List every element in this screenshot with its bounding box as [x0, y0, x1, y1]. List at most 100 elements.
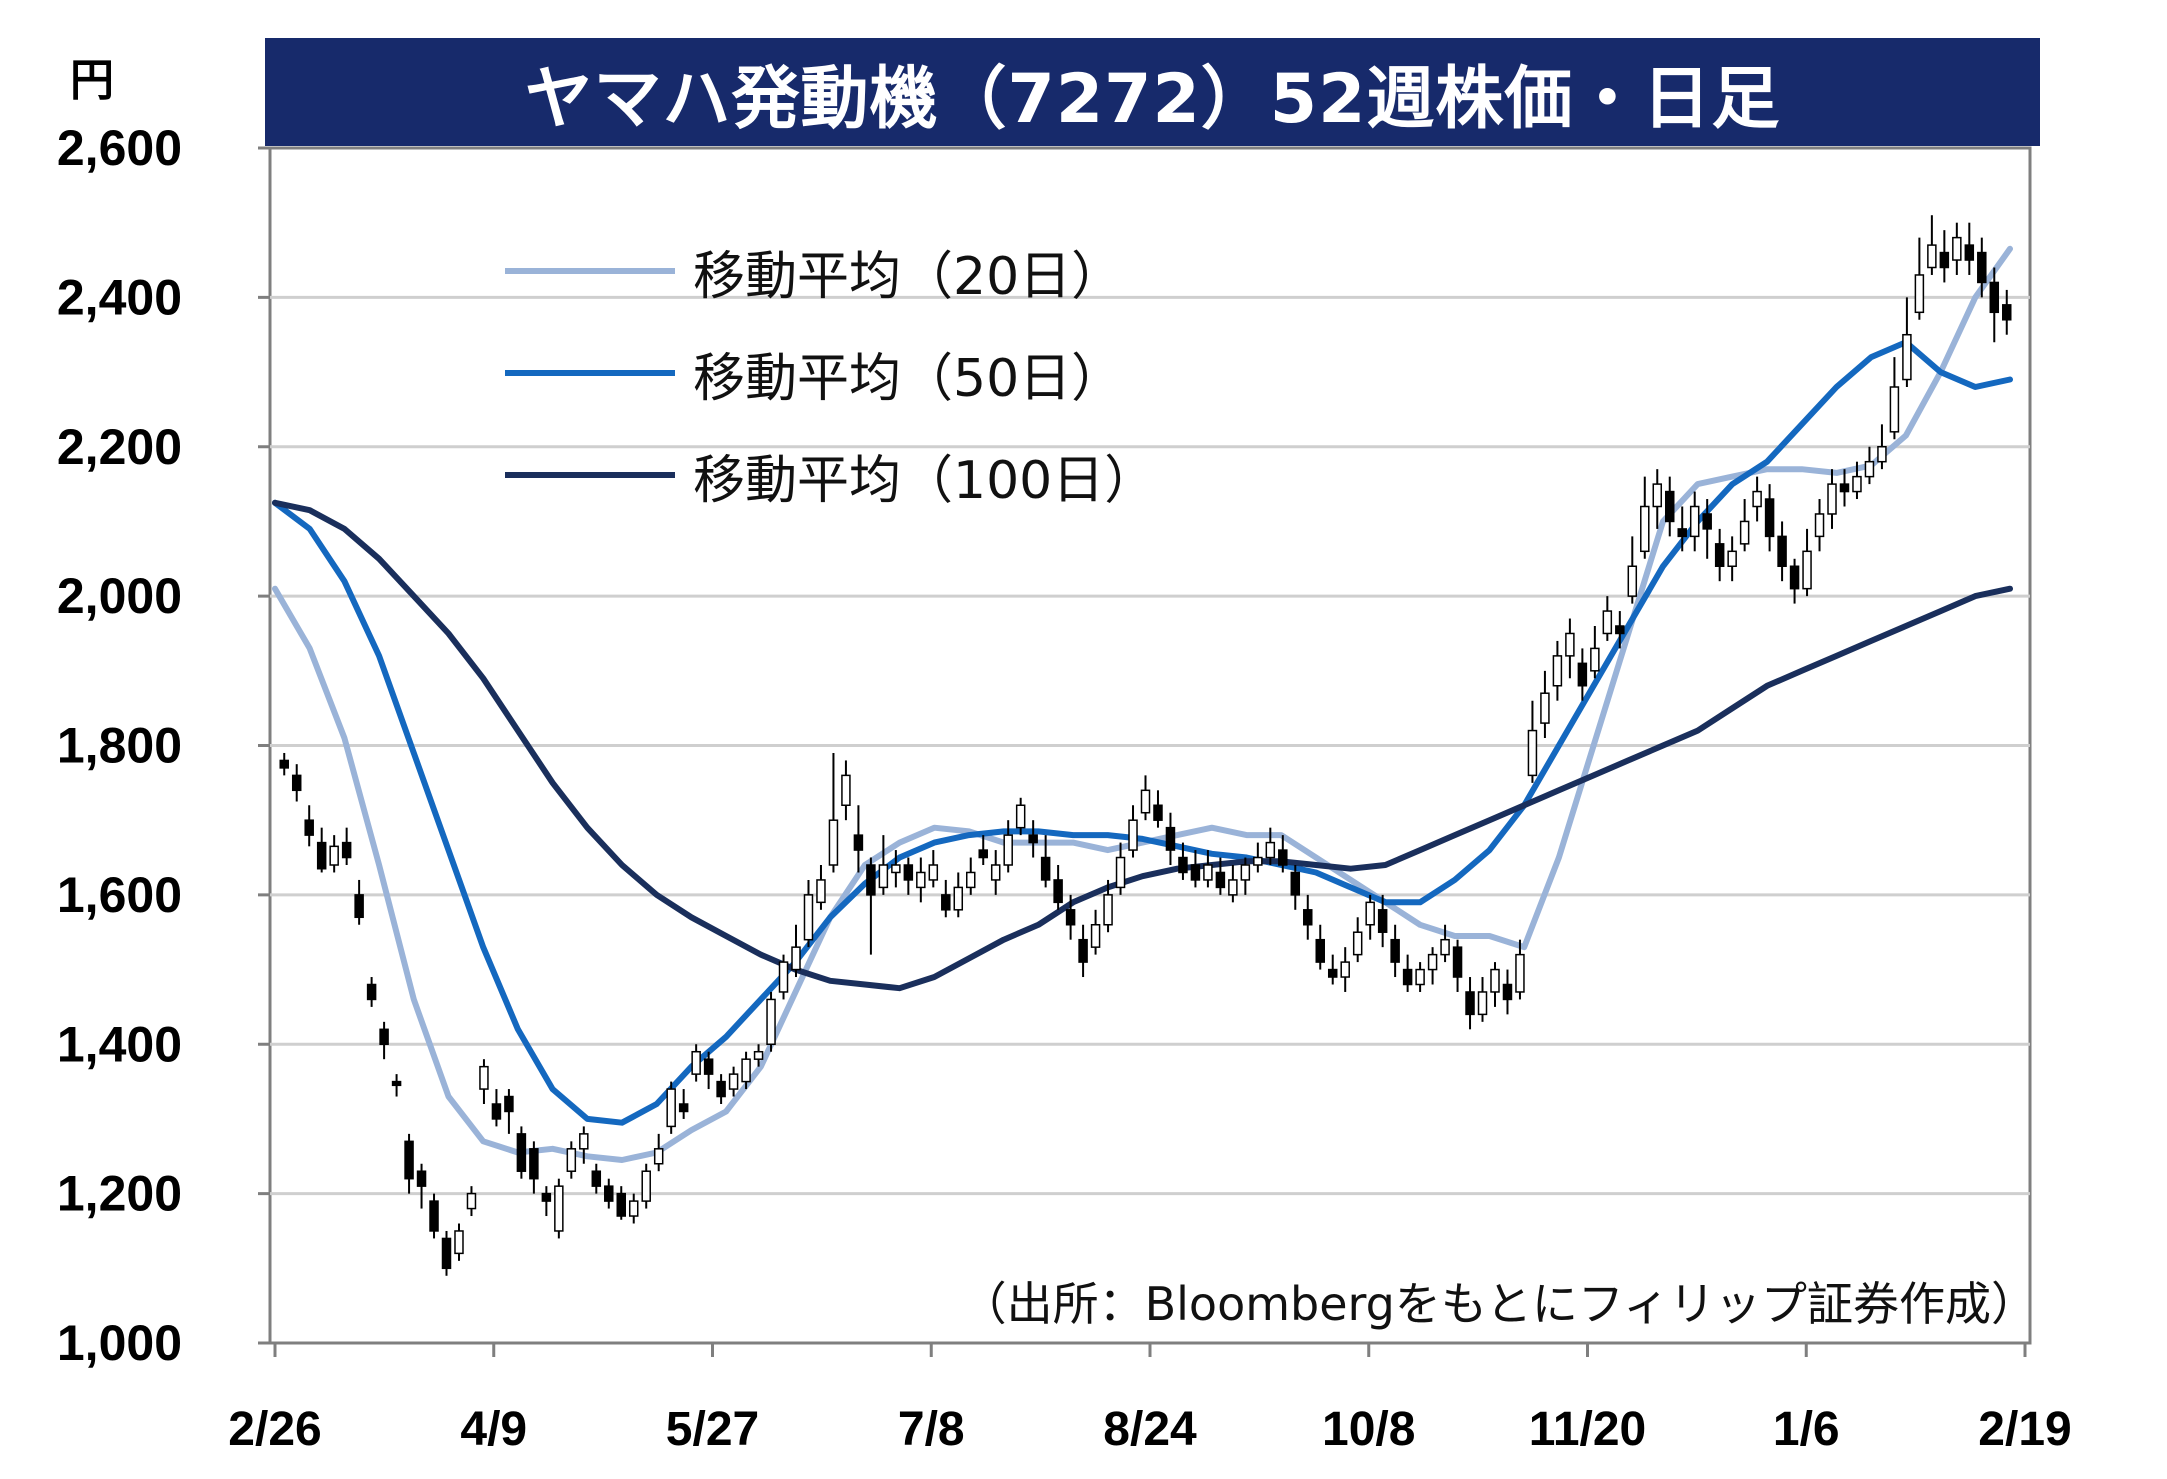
candle-body	[791, 946, 801, 971]
x-tick-label: 8/24	[1103, 1403, 1197, 1456]
candle-body	[1552, 655, 1563, 687]
y-tick-label: 2,200	[57, 419, 182, 475]
candle-body	[716, 1080, 726, 1098]
candle-body	[703, 1058, 714, 1075]
candle-body	[1640, 505, 1650, 553]
candle-body	[1839, 483, 1850, 493]
candle-body	[1303, 909, 1313, 926]
candle-body	[1777, 535, 1787, 567]
candle-body	[1128, 819, 1138, 851]
candle-body	[1652, 483, 1663, 508]
candle-body	[1477, 991, 1488, 1016]
candle-body	[1515, 953, 1525, 993]
candle-body	[1390, 938, 1400, 963]
candle-body	[1278, 849, 1288, 866]
candle-body	[641, 1170, 651, 1202]
candle-body	[1028, 834, 1038, 844]
candle-body	[1253, 856, 1263, 866]
y-tick-label: 1,600	[57, 867, 182, 923]
candle-body	[953, 886, 964, 911]
y-unit-label: 円	[70, 55, 114, 106]
candle-body	[541, 1192, 552, 1202]
x-tick-label: 2/19	[1978, 1403, 2071, 1456]
candle-body	[1153, 804, 1163, 821]
x-tick-label: 10/8	[1322, 1403, 1415, 1456]
legend-item-ma50: 移動平均（50日）	[505, 322, 1156, 424]
candle-body	[941, 894, 951, 911]
source-note: （出所：Bloombergをもとにフィリップ証券作成）	[960, 1277, 2037, 1331]
candle-body	[966, 871, 976, 889]
candle-body	[1115, 856, 1126, 889]
candle-body	[1727, 550, 1737, 567]
candle-body	[1752, 490, 1762, 508]
candle-body	[1040, 856, 1051, 881]
candle-body	[628, 1200, 639, 1217]
candle-body	[1864, 460, 1875, 478]
candle-body	[1190, 864, 1201, 881]
candle-body	[1103, 894, 1113, 926]
candle-body	[1465, 991, 1475, 1016]
x-tick-label: 5/27	[666, 1403, 759, 1456]
candle-body	[566, 1148, 577, 1172]
candle-body	[1914, 274, 1925, 314]
candle-body	[1065, 909, 1076, 926]
candle-body	[1952, 236, 1962, 261]
candle-body	[1365, 901, 1375, 926]
candle-body	[828, 819, 839, 866]
candle-body	[466, 1192, 477, 1210]
candle-body	[1877, 446, 1887, 463]
candle-body	[391, 1080, 402, 1087]
legend-swatch-ma100	[505, 472, 675, 478]
candle-body	[1739, 520, 1750, 545]
candle-body	[1577, 662, 1588, 687]
candle-body	[1440, 938, 1450, 956]
candle-body	[1352, 931, 1363, 956]
candle-body	[1415, 968, 1425, 986]
legend-label-ma20: 移動平均（20日）	[693, 246, 1124, 307]
x-tick-label: 7/8	[898, 1403, 965, 1456]
y-tick-label: 2,000	[57, 568, 182, 624]
candle-body	[691, 1050, 701, 1075]
y-tick-label: 1,000	[57, 1315, 182, 1371]
candle-body	[853, 834, 864, 851]
ma20-line	[272, 245, 2013, 1163]
candle-body	[479, 1065, 489, 1090]
candle-body	[1902, 333, 1912, 381]
legend-swatch-ma20	[505, 268, 675, 274]
candle-body	[1078, 938, 1088, 963]
candle-body	[903, 864, 914, 881]
candle-body	[504, 1095, 514, 1113]
candle-body	[1178, 856, 1188, 874]
candle-body	[591, 1170, 602, 1187]
candle-body	[653, 1148, 664, 1165]
candle-body	[1015, 804, 1026, 829]
legend-label-ma100: 移動平均（100日）	[693, 450, 1157, 511]
legend-swatch-ma50	[505, 370, 675, 376]
candle-body	[604, 1185, 614, 1202]
candle-body	[878, 864, 889, 889]
candle-body	[1165, 826, 1176, 851]
candle-body	[1402, 968, 1413, 986]
candle-body	[1140, 789, 1151, 814]
candle-body	[329, 845, 339, 866]
legend: 移動平均（20日） 移動平均（50日） 移動平均（100日）	[505, 220, 1156, 526]
candle-body	[304, 819, 314, 836]
candle-body	[454, 1230, 464, 1255]
candle-body	[841, 774, 851, 806]
candle-body	[753, 1050, 764, 1060]
candle-body	[1315, 938, 1325, 963]
candle-body	[1427, 953, 1438, 971]
candle-body	[2002, 304, 2012, 321]
candle-body	[1677, 528, 1687, 538]
candle-body	[616, 1192, 627, 1217]
candle-body	[279, 759, 289, 769]
candle-body	[990, 864, 1001, 881]
candle-body	[1490, 968, 1500, 993]
legend-item-ma20: 移動平均（20日）	[505, 220, 1156, 322]
y-tick-label: 1,800	[57, 718, 182, 774]
candle-body	[1327, 968, 1338, 978]
candle-body	[379, 1028, 389, 1045]
candle-body	[1889, 386, 1900, 433]
